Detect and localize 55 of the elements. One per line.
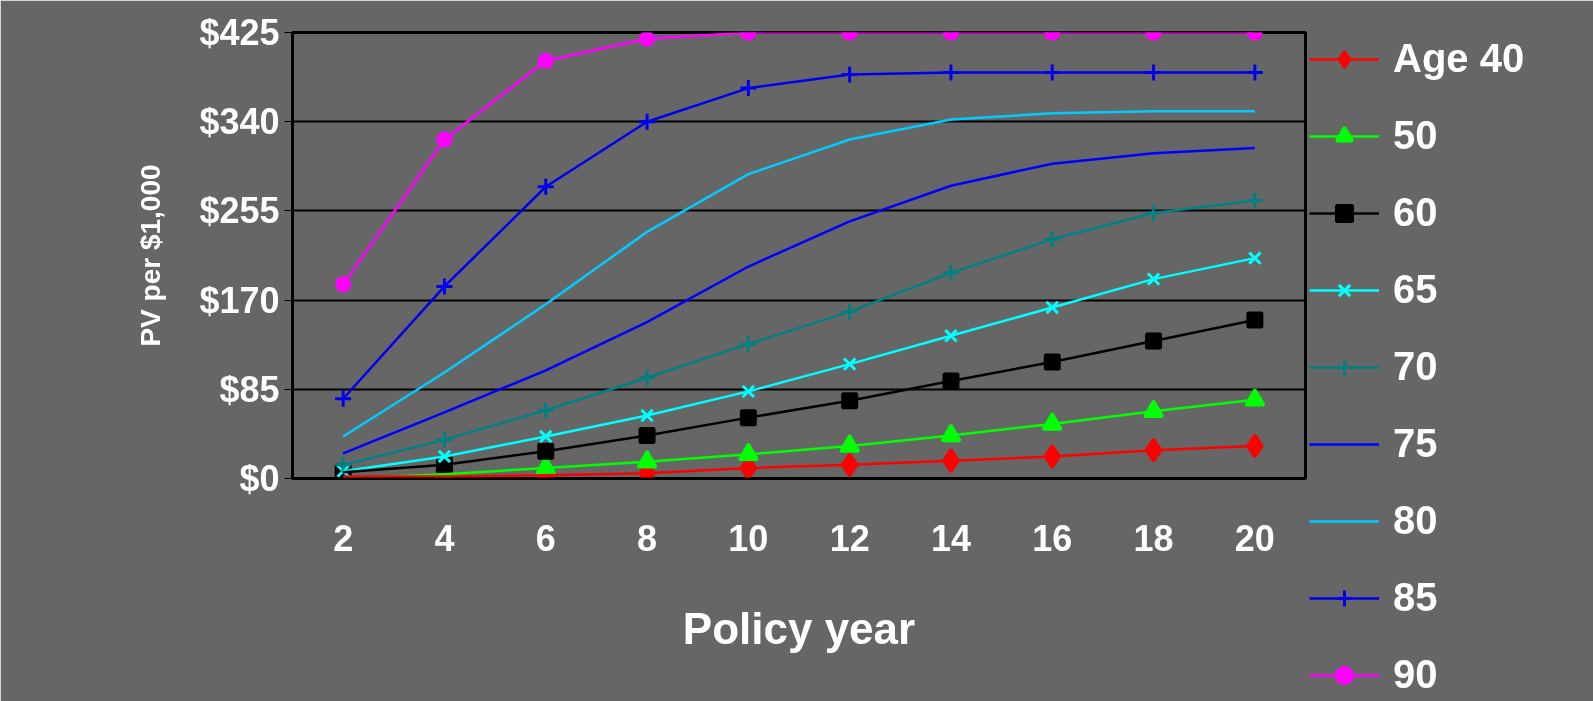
point: [941, 263, 961, 283]
x-tick-label: 10: [728, 517, 769, 559]
point: [1146, 271, 1161, 287]
x-tick-label: 8: [637, 517, 658, 559]
legend-label: 65: [1393, 267, 1438, 312]
x-tick-label: 16: [1032, 517, 1073, 559]
point: [738, 334, 758, 354]
y-axis-title: PV per $1,000: [135, 164, 167, 347]
point: [1245, 190, 1265, 210]
point: [335, 276, 352, 293]
legend-label: 75: [1393, 421, 1438, 466]
y-tick-label: $170: [199, 279, 280, 321]
point: [538, 429, 553, 444]
point: [434, 430, 454, 450]
point: [333, 455, 353, 475]
y-tick-label: $425: [199, 12, 280, 53]
point: [1042, 229, 1062, 249]
legend-label: 60: [1393, 190, 1438, 235]
point: [536, 177, 556, 197]
x-tick-label: 2: [333, 517, 354, 559]
point: [1144, 203, 1164, 223]
point: [943, 328, 959, 343]
point: [840, 302, 860, 322]
point: [637, 112, 657, 132]
x-axis-title: Policy year: [682, 603, 916, 653]
y-tick-label: $340: [199, 101, 280, 143]
point: [637, 368, 657, 388]
legend-label: 90: [1393, 652, 1438, 697]
line-series: [341, 146, 1257, 455]
x-tick-label: 14: [930, 517, 971, 559]
legend-label: 70: [1393, 344, 1438, 389]
point: [1246, 311, 1264, 329]
point: [536, 400, 556, 420]
legend-label: Age 40: [1393, 36, 1525, 81]
point: [738, 78, 758, 98]
point: [842, 356, 857, 372]
legend-label: 80: [1393, 498, 1438, 543]
point: [1045, 300, 1060, 315]
x-tick-label: 12: [829, 517, 870, 559]
x-tick-label: 6: [535, 517, 556, 559]
y-tick-label: $255: [199, 190, 280, 232]
point: [639, 408, 655, 423]
x-tick-label: 20: [1234, 517, 1275, 559]
point: [1247, 250, 1263, 266]
x-tick-label: 4: [434, 517, 455, 559]
x-tick-label: 18: [1133, 517, 1174, 559]
point: [741, 384, 756, 399]
legend-label: 85: [1393, 575, 1438, 620]
line-series: [341, 109, 1257, 438]
point: [434, 276, 454, 296]
point: [333, 389, 353, 409]
y-tick-label: $85: [219, 368, 280, 410]
y-tick-label: $0: [239, 458, 280, 499]
legend-label: 50: [1393, 113, 1438, 158]
point: [437, 449, 452, 464]
